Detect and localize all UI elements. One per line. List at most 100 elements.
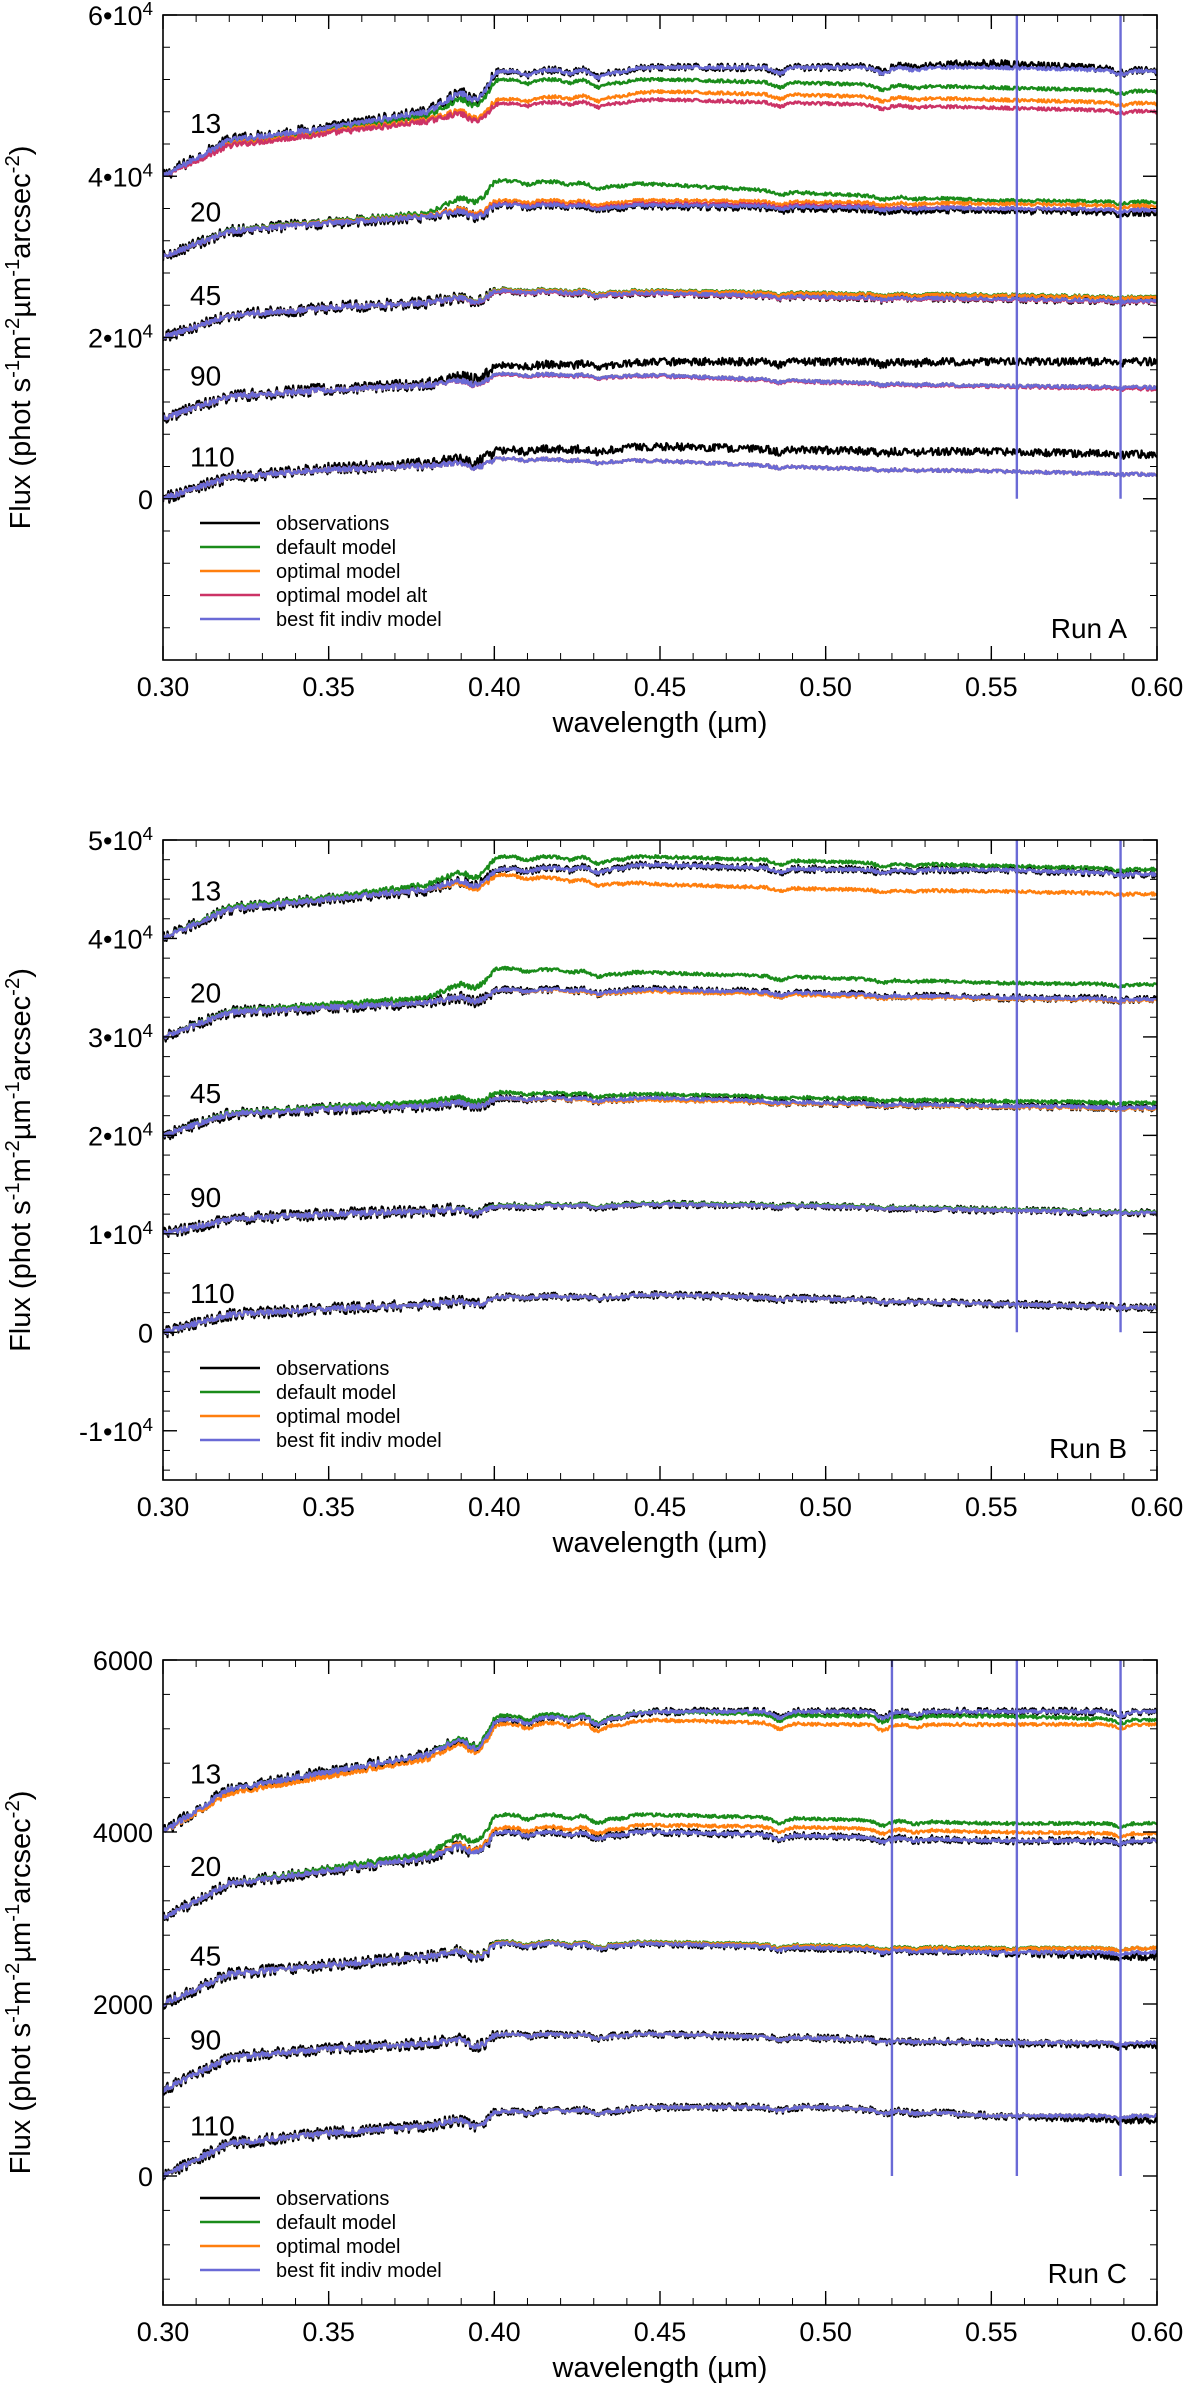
x-tick-label: 0.40 (468, 1492, 521, 1522)
curve-label: 45 (190, 1078, 221, 1109)
series-20-default (163, 965, 1157, 1040)
x-tick-label: 0.40 (468, 672, 521, 702)
panel-1: 0.30 0.35 0.40 0.45 0.50 0.55 0.60 -1•104 0 1•104… (2, 824, 1183, 1560)
series-20-obs (163, 984, 1157, 1043)
x-tick-label: 0.60 (1131, 1492, 1184, 1522)
y-tick-label: 3•104 (88, 1020, 153, 1053)
series-20-best_fit (163, 202, 1157, 259)
legend-entry: optimal model (276, 1406, 401, 1428)
series-20-best_fit (163, 986, 1157, 1040)
legend-entry: best fit indiv model (276, 609, 442, 631)
curve-label: 13 (190, 1759, 221, 1790)
panel-0: 0.30 0.35 0.40 0.45 0.50 0.55 0.60 0 2•104 4•104 6… (2, 0, 1183, 739)
x-tick-label: 0.35 (302, 1492, 355, 1522)
run-label: Run A (1051, 613, 1128, 644)
series-90-best_fit (163, 1201, 1157, 1236)
curve-label: 110 (190, 2110, 235, 2141)
x-tick-label: 0.55 (965, 2317, 1018, 2347)
curve-label: 45 (190, 280, 221, 311)
legend-entry: best fit indiv model (276, 1430, 442, 1452)
series-110-default (163, 456, 1157, 501)
run-label: Run B (1049, 1433, 1127, 1464)
series-20-optimal (163, 987, 1157, 1040)
panel-2: 0.30 0.35 0.40 0.45 0.50 0.55 0.60 0 2000 4000 600… (2, 1646, 1183, 2384)
y-tick-label: 4•104 (88, 922, 153, 955)
x-tick-label: 0.60 (1131, 2317, 1184, 2347)
series-90-default (163, 371, 1157, 421)
curve-label: 45 (190, 1940, 221, 1971)
legend-entry: optimal model (276, 561, 401, 583)
legend-entry: default model (276, 1382, 396, 1404)
series-13-best_fit (163, 1708, 1157, 1832)
series-45-default (163, 286, 1157, 340)
legend-entry: best fit indiv model (276, 2260, 442, 2282)
run-label: Run C (1048, 2258, 1127, 2289)
series-110-best_fit (163, 1292, 1157, 1335)
y-tick-label: 6000 (93, 1646, 153, 1676)
series-13-best_fit (163, 862, 1157, 941)
plot-area (163, 1660, 1157, 2181)
x-axis-title: wavelength (µm) (552, 707, 768, 739)
legend-entry: default model (276, 2212, 396, 2234)
x-tick-label: 0.30 (137, 1492, 190, 1522)
series-110-optimal (163, 456, 1157, 501)
y-axis-title: Flux (phot s-1m-2µm-1arcsec-2) (2, 1791, 37, 2175)
x-tick-label: 0.35 (302, 672, 355, 702)
legend-entry: default model (276, 537, 396, 559)
curve-label: 110 (190, 441, 235, 472)
series-110-optimal_alt (163, 456, 1157, 501)
legend-entry: observations (276, 1358, 389, 1380)
series-13-optimal_alt (163, 97, 1157, 177)
legend-entry: optimal model (276, 2236, 401, 2258)
series-20-default (163, 1812, 1157, 1920)
series-90-obs (163, 2029, 1157, 2096)
series-13-optimal (163, 1717, 1157, 1833)
y-tick-label: 2•104 (88, 321, 153, 354)
series-13-optimal (163, 872, 1157, 941)
x-tick-label: 0.50 (799, 672, 852, 702)
series-110-obs (163, 442, 1157, 504)
legend-entry: observations (276, 513, 389, 535)
series-110-best_fit (163, 456, 1157, 501)
series-45-best_fit (163, 1095, 1157, 1138)
legend-entry: observations (276, 2188, 389, 2210)
y-tick-label: 0 (138, 2162, 153, 2192)
series-110-obs (163, 1290, 1157, 1339)
y-tick-label: 1•104 (88, 1217, 153, 1250)
curve-label: 90 (190, 1182, 221, 1213)
x-tick-label: 0.50 (799, 2317, 852, 2347)
y-tick-label: 2000 (93, 1990, 153, 2020)
y-axis-title: Flux (phot s-1m-2µm-1arcsec-2) (2, 968, 37, 1352)
x-axis-title: wavelength (µm) (552, 2352, 768, 2384)
x-tick-label: 0.55 (965, 672, 1018, 702)
curve-label: 90 (190, 361, 221, 392)
legend-entry: optimal model alt (276, 585, 428, 607)
x-tick-label: 0.30 (137, 672, 190, 702)
series-13-best_fit (163, 64, 1157, 177)
x-tick-label: 0.40 (468, 2317, 521, 2347)
y-tick-label: 6•104 (88, 0, 153, 31)
y-tick-label: 0 (138, 485, 153, 515)
x-axis-title: wavelength (µm) (552, 1527, 768, 1559)
curve-label: 20 (190, 196, 221, 227)
y-tick-label: -1•104 (79, 1414, 153, 1447)
series-20-best_fit (163, 1829, 1157, 1920)
series-90-best_fit (163, 371, 1157, 421)
plot-area (163, 15, 1157, 504)
y-tick-label: 4•104 (88, 160, 153, 193)
y-tick-label: 5•104 (88, 824, 153, 857)
series-90-optimal_alt (163, 372, 1157, 421)
series-13-default (163, 854, 1157, 941)
y-tick-label: 2•104 (88, 1119, 153, 1152)
y-axis-title: Flux (phot s-1m-2µm-1arcsec-2) (2, 146, 37, 530)
series-110-best_fit (163, 2104, 1157, 2179)
x-tick-label: 0.45 (634, 1492, 687, 1522)
x-tick-label: 0.45 (634, 2317, 687, 2347)
series-90-optimal (163, 371, 1157, 421)
curve-label: 20 (190, 977, 221, 1008)
series-45-best_fit (163, 1941, 1157, 2007)
curve-label: 20 (190, 1851, 221, 1882)
series-90-best_fit (163, 2031, 1157, 2093)
series-20-default (163, 178, 1157, 259)
curve-label: 13 (190, 875, 221, 906)
